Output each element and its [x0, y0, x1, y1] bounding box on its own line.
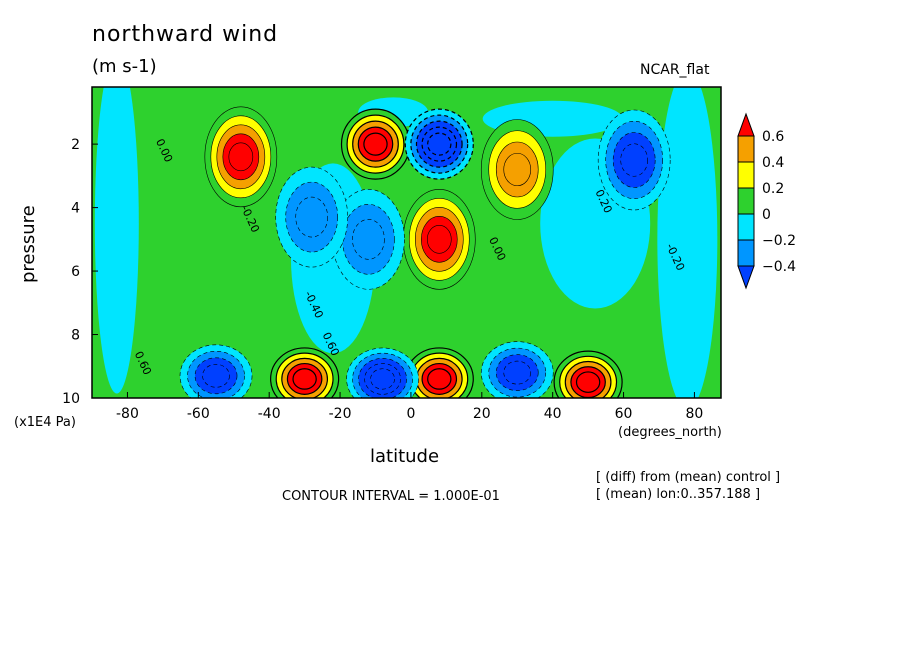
plot-frame — [91, 86, 722, 399]
x-tick-label: 80 — [686, 406, 704, 422]
colorbar-swatch — [737, 239, 755, 267]
feature-6 — [332, 189, 405, 290]
contour-level — [202, 363, 230, 388]
contour-level — [427, 132, 452, 156]
contour-level — [352, 219, 385, 260]
contour-fields: 0.00-0.20-0.400.600.200.00 -0.20-0.400.60 — [94, 87, 721, 398]
colorbar-swatch — [737, 187, 755, 215]
x-tick-label: 0 — [406, 406, 415, 422]
y-axis-unit: (x1E4 Pa) — [14, 415, 76, 430]
x-tick-label: -40 — [258, 406, 281, 422]
colorbar-swatch — [737, 213, 755, 241]
x-tick-label: 20 — [473, 406, 491, 422]
contour-level — [503, 152, 532, 187]
feature-9 — [404, 347, 474, 398]
feature-12 — [179, 344, 253, 398]
x-axis-ticks: -80 -60 -40 -20 0 20 40 60 80 — [116, 392, 703, 422]
annotation-diff: [ (diff) from (mean) control ] — [596, 470, 781, 485]
colorbar-tick-label: 0.4 — [762, 155, 784, 171]
colorbar-tick-label: 0.2 — [762, 181, 784, 197]
x-axis-unit: (degrees_north) — [618, 425, 722, 440]
feature-2 — [404, 108, 474, 180]
y-tick-label: 4 — [71, 201, 80, 217]
y-tick-label: 10 — [62, 391, 80, 407]
colorbar-tick-label: 0 — [762, 207, 771, 223]
x-axis-label: latitude — [370, 446, 440, 467]
feature-4 — [597, 109, 671, 211]
contour-level — [575, 371, 601, 393]
feature-7 — [275, 166, 349, 268]
feature-10 — [553, 350, 623, 398]
contour-level — [426, 225, 452, 254]
feature-13 — [480, 341, 554, 398]
contour-level — [620, 143, 648, 177]
colorbar-swatch — [737, 135, 755, 163]
y-tick-label: 6 — [71, 264, 80, 280]
contour-level — [295, 196, 329, 238]
x-tick-label: -20 — [329, 406, 352, 422]
contour-level — [292, 368, 317, 390]
annotation-mean: [ (mean) lon:0..357.188 ] — [596, 487, 761, 502]
feature-11 — [346, 347, 419, 398]
x-tick-label: -80 — [116, 406, 139, 422]
contour-level — [503, 360, 532, 385]
colorbar: 0.6 0.4 0.2 0 −0.2 −0.4 — [737, 112, 796, 290]
colorbar-tick-label: 0.6 — [762, 129, 784, 145]
contour-level — [363, 132, 388, 156]
field-region — [657, 87, 718, 398]
x-tick-label: 60 — [615, 406, 633, 422]
chart-units: (m s-1) — [92, 56, 157, 77]
y-axis-ticks: 2 4 6 8 10 — [62, 137, 98, 407]
field-region — [94, 87, 139, 394]
feature-0 — [204, 106, 278, 208]
colorbar-swatch — [737, 112, 755, 137]
y-tick-label: 8 — [71, 328, 80, 344]
contour-level — [228, 142, 254, 172]
contour-level — [370, 368, 395, 390]
case-label: NCAR_flat — [640, 62, 710, 78]
x-tick-label: -60 — [187, 406, 210, 422]
colorbar-swatch — [737, 161, 755, 189]
contour-level — [427, 368, 452, 390]
colorbar-swatch — [737, 265, 755, 290]
colorbar-tick-label: −0.4 — [762, 259, 796, 275]
contour-interval: CONTOUR INTERVAL = 1.000E-01 — [282, 489, 500, 504]
colorbar-tick-label: −0.2 — [762, 233, 796, 249]
feature-8 — [270, 347, 340, 398]
chart-title: northward wind — [92, 22, 279, 47]
feature-5 — [402, 189, 476, 290]
feature-1 — [340, 108, 411, 180]
x-tick-label: 40 — [544, 406, 562, 422]
y-tick-label: 2 — [71, 137, 80, 153]
feature-3 — [480, 119, 554, 220]
